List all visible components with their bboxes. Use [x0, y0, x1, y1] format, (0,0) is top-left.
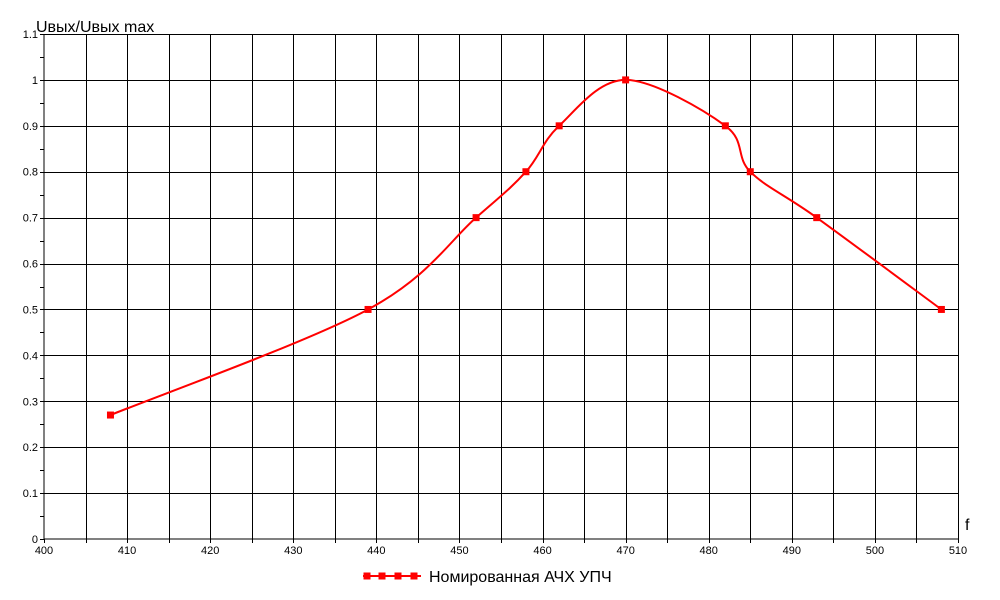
y-tick-label: 0.5 — [23, 304, 38, 316]
data-point-marker — [622, 76, 630, 84]
data-point-marker — [746, 168, 754, 176]
x-axis-label: f — [965, 517, 970, 534]
x-tick-label: 410 — [118, 545, 136, 557]
y-tick-label: 0.7 — [23, 213, 38, 225]
legend-square-marker — [410, 572, 418, 580]
legend-square-marker — [394, 572, 402, 580]
data-point-marker — [472, 214, 480, 222]
x-tick-label: 470 — [616, 545, 634, 557]
x-tick-label: 440 — [367, 545, 385, 557]
y-tick-label: 0.2 — [23, 442, 38, 454]
legend: Номированная АЧХ УПЧ — [363, 569, 612, 586]
legend-marker — [363, 572, 421, 580]
y-tick-label: 0 — [32, 534, 38, 546]
series-line — [110, 78, 942, 416]
y-tick-label: 1 — [32, 75, 38, 87]
data-point-marker — [937, 305, 945, 313]
legend-square-marker — [378, 572, 386, 580]
y-tick-label: 0.9 — [23, 121, 38, 133]
data-point-marker — [522, 168, 530, 176]
data-point-marker — [106, 411, 114, 419]
data-point-marker — [555, 122, 563, 130]
y-tick-label: 0.3 — [23, 396, 38, 408]
x-tick-label: 500 — [866, 545, 884, 557]
y-tick-label: 0.4 — [23, 350, 38, 362]
y-tick-label: 0.6 — [23, 259, 38, 271]
x-tick-labels: 400 410 420 430 440 450 460 470 480 490 500 510 — [35, 545, 967, 557]
x-tick-label: 480 — [700, 545, 718, 557]
y-tick-label: 0.8 — [23, 167, 38, 179]
y-tick-labels: 0 0.1 0.2 0.3 0.4 0.5 0.6 0.7 0.8 0.9 1 1.1 — [23, 29, 38, 546]
data-point-marker — [721, 122, 729, 130]
x-tick-label: 430 — [284, 545, 302, 557]
x-tick-label: 450 — [450, 545, 468, 557]
data-point-marker — [813, 214, 821, 222]
y-tick-label: 1.1 — [23, 29, 38, 41]
legend-square-marker — [363, 572, 371, 580]
axis-ticks — [40, 34, 959, 543]
legend-label: Номированная АЧХ УПЧ — [429, 569, 612, 586]
y-tick-label: 0.1 — [23, 488, 38, 500]
x-tick-label: 460 — [533, 545, 551, 557]
grid — [44, 34, 959, 539]
data-point-marker — [364, 305, 372, 313]
x-tick-label: 400 — [35, 545, 53, 557]
series-layer — [106, 76, 945, 419]
x-tick-label: 510 — [949, 545, 967, 557]
y-axis-label: Uвых/Uвых max — [36, 19, 154, 36]
x-tick-label: 420 — [201, 545, 219, 557]
x-tick-label: 490 — [783, 545, 801, 557]
